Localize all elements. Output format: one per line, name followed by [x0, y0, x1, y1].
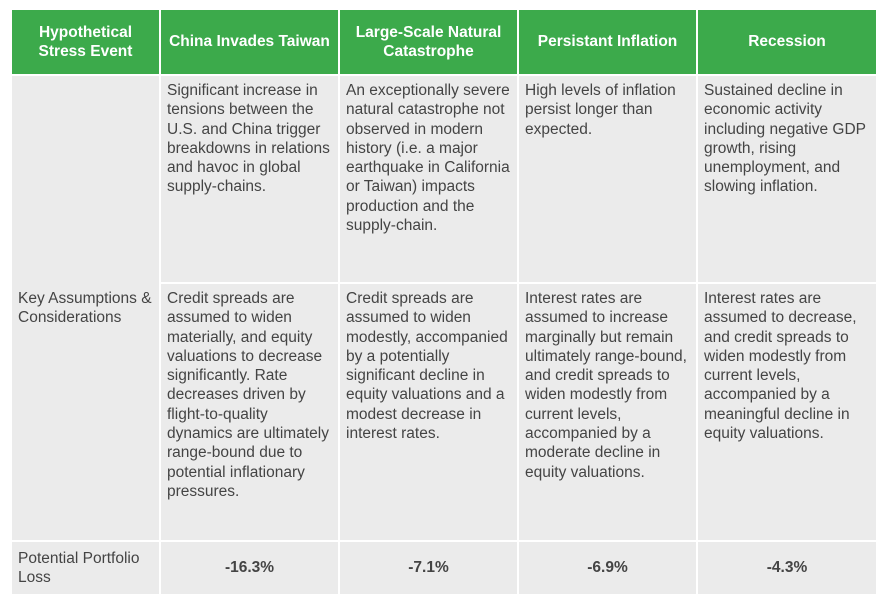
loss-cell: -6.9% — [517, 540, 698, 596]
row-label: Potential Portfolio Loss — [10, 540, 161, 596]
header-cell: Large-Scale Natural Catastrophe — [338, 8, 519, 76]
description-row: Key Assumptions & Considerations Signifi… — [10, 74, 878, 542]
description-cell: High levels of inflation persist longer … — [517, 74, 698, 284]
assumption-row: Credit spreads are assumed to widen mate… — [11, 282, 878, 542]
loss-cell: -4.3% — [696, 540, 878, 596]
loss-cell: -7.1% — [338, 540, 519, 596]
assumption-cell: Interest rates are assumed to decrease, … — [696, 282, 878, 542]
description-cell: Sustained decline in economic activity i… — [696, 74, 878, 284]
header-cell: Hypothetical Stress Event — [10, 8, 161, 76]
description-cell: An exceptionally severe natural catastro… — [338, 74, 519, 284]
stress-table: Hypothetical Stress Event China Invades … — [10, 8, 878, 596]
header-cell: Persistant Inflation — [517, 8, 698, 76]
description-cell: Significant increase in tensions between… — [159, 74, 340, 284]
assumption-cell: Credit spreads are assumed to widen mate… — [159, 282, 340, 542]
header-cell: China Invades Taiwan — [159, 8, 340, 76]
loss-cell: -16.3% — [159, 540, 340, 596]
header-cell: Recession — [696, 8, 878, 76]
assumption-cell: Credit spreads are assumed to widen mode… — [338, 282, 519, 542]
assumption-cell: Interest rates are assumed to increase m… — [517, 282, 698, 542]
loss-row: Potential Portfolio Loss -16.3% -7.1% -6… — [10, 540, 878, 596]
header-row: Hypothetical Stress Event China Invades … — [10, 8, 878, 76]
row-label: Key Assumptions & Considerations — [10, 74, 161, 542]
